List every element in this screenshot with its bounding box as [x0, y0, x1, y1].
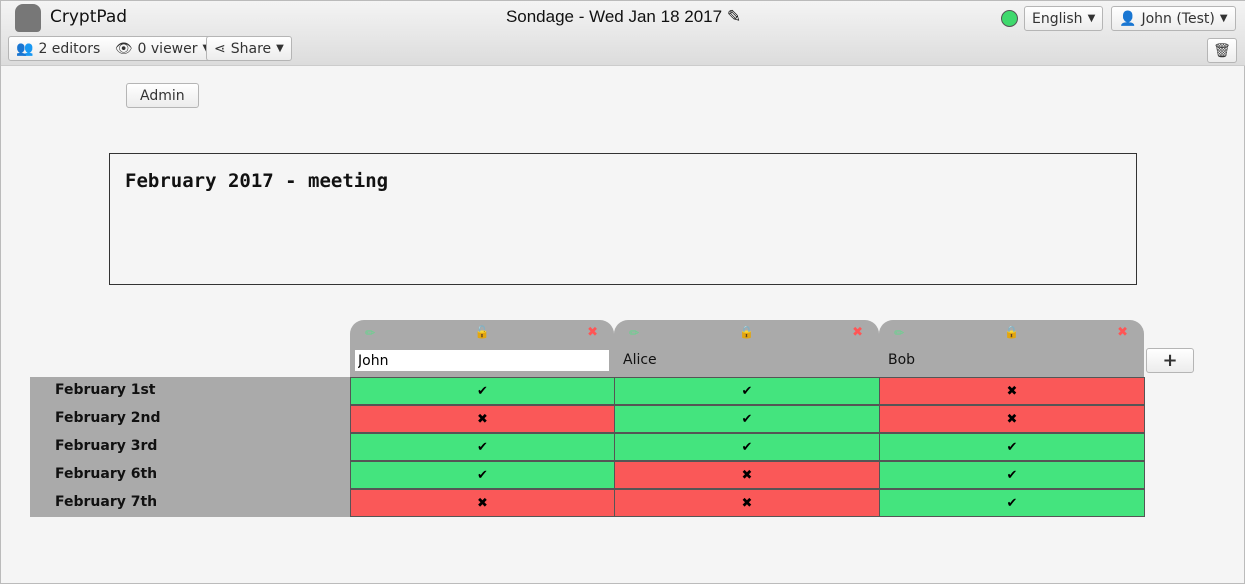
cross-icon: ✖ — [477, 411, 488, 427]
share-label: Share — [230, 40, 272, 57]
column-name: Bob — [888, 352, 916, 368]
vote-cell-no[interactable]: ✖ — [350, 405, 615, 433]
column-name-input[interactable] — [355, 350, 609, 371]
userlist-button[interactable]: 👥2 editors 👁0 viewer▼ — [8, 36, 219, 61]
vote-cell-no[interactable]: ✖ — [879, 377, 1145, 405]
cross-icon: ✖ — [1006, 411, 1018, 427]
unlock-icon[interactable]: 🔓 — [474, 325, 490, 339]
column-name: Alice — [623, 352, 657, 368]
vote-cell-yes[interactable]: ✔ — [614, 433, 880, 461]
row-label: February 6th — [30, 461, 350, 489]
caret-down-icon: ▼ — [276, 43, 284, 54]
connection-status-icon — [1001, 10, 1018, 27]
vote-cell-yes[interactable]: ✔ — [879, 489, 1145, 517]
check-icon: ✔ — [741, 383, 753, 399]
column-header: ✏ 🔒 ✖ Bob — [879, 320, 1144, 377]
vote-cell-no[interactable]: ✖ — [614, 489, 880, 517]
language-select[interactable]: English ▼ — [1024, 6, 1104, 31]
edit-icon[interactable]: ✏ — [894, 326, 905, 340]
vote-cell-no[interactable]: ✖ — [879, 405, 1145, 433]
admin-button[interactable]: Admin — [126, 83, 199, 108]
vote-cell-yes[interactable]: ✔ — [879, 461, 1145, 489]
pad-title[interactable]: Sondage - Wed Jan 18 2017 ✎ — [1, 7, 1245, 27]
caret-down-icon: ▼ — [1219, 13, 1228, 24]
vote-cell-yes[interactable]: ✔ — [879, 433, 1145, 461]
cross-icon: ✖ — [1006, 383, 1018, 399]
cross-icon: ✖ — [741, 495, 753, 511]
add-column-button[interactable]: + — [1146, 348, 1194, 373]
brand-name: CryptPad — [50, 7, 128, 27]
trash-icon: 🗑 — [1213, 42, 1231, 59]
remove-column-icon[interactable]: ✖ — [587, 325, 598, 340]
language-label: English — [1032, 10, 1083, 27]
vote-cell-no[interactable]: ✖ — [614, 461, 880, 489]
lock-icon[interactable]: 🔒 — [1004, 325, 1019, 339]
users-icon: 👥 — [16, 40, 34, 57]
vote-cell-no[interactable]: ✖ — [350, 489, 615, 517]
vote-cell-yes[interactable]: ✔ — [350, 433, 615, 461]
edit-icon[interactable]: ✏ — [629, 326, 640, 340]
check-icon: ✔ — [1006, 439, 1018, 455]
edit-icon[interactable]: ✏ — [365, 326, 376, 340]
vote-cell-yes[interactable]: ✔ — [350, 377, 615, 405]
check-icon: ✔ — [741, 439, 753, 455]
column-header: ✏ 🔒 ✖ Alice — [614, 320, 879, 377]
user-menu-button[interactable]: 👤 John (Test) ▼ — [1111, 6, 1236, 31]
user-icon: 👤 — [1119, 10, 1137, 27]
cross-icon: ✖ — [741, 467, 753, 483]
viewers-count: 0 viewer — [137, 40, 198, 57]
check-icon: ✔ — [741, 411, 753, 427]
vote-cell-yes[interactable]: ✔ — [614, 405, 880, 433]
lock-icon[interactable]: 🔒 — [739, 325, 754, 339]
check-icon: ✔ — [477, 383, 488, 399]
poll-description[interactable]: February 2017 - meeting — [109, 153, 1137, 285]
check-icon: ✔ — [477, 439, 488, 455]
vote-cell-yes[interactable]: ✔ — [350, 461, 615, 489]
row-label: February 1st — [30, 377, 350, 405]
remove-column-icon[interactable]: ✖ — [1117, 325, 1128, 340]
check-icon: ✔ — [1006, 495, 1018, 511]
check-icon: ✔ — [1006, 467, 1018, 483]
row-label: February 3rd — [30, 433, 350, 461]
check-icon: ✔ — [477, 467, 488, 483]
row-label: February 7th — [30, 489, 350, 517]
remove-column-icon[interactable]: ✖ — [852, 325, 863, 340]
toolbar: CryptPad Sondage - Wed Jan 18 2017 ✎ 👥 2 … — [1, 1, 1245, 66]
user-name: John (Test) — [1141, 10, 1215, 27]
cryptpad-logo-icon — [15, 4, 41, 32]
pad-title-text: Sondage - Wed Jan 18 2017 — [505, 7, 723, 26]
share-icon: ⋖ — [214, 40, 226, 57]
share-button[interactable]: ⋖ Share ▼ — [206, 36, 292, 61]
editors-count: 2 editors — [38, 40, 101, 57]
column-header: ✏ 🔓 ✖ — [350, 320, 614, 377]
trash-button[interactable]: 🗑 — [1207, 38, 1237, 63]
vote-cell-yes[interactable]: ✔ — [614, 377, 880, 405]
pencil-icon[interactable]: ✎ — [726, 7, 742, 26]
caret-down-icon: ▼ — [1087, 13, 1096, 24]
eye-icon: 👁 — [114, 40, 133, 57]
row-label: February 2nd — [30, 405, 350, 433]
cross-icon: ✖ — [477, 495, 488, 511]
